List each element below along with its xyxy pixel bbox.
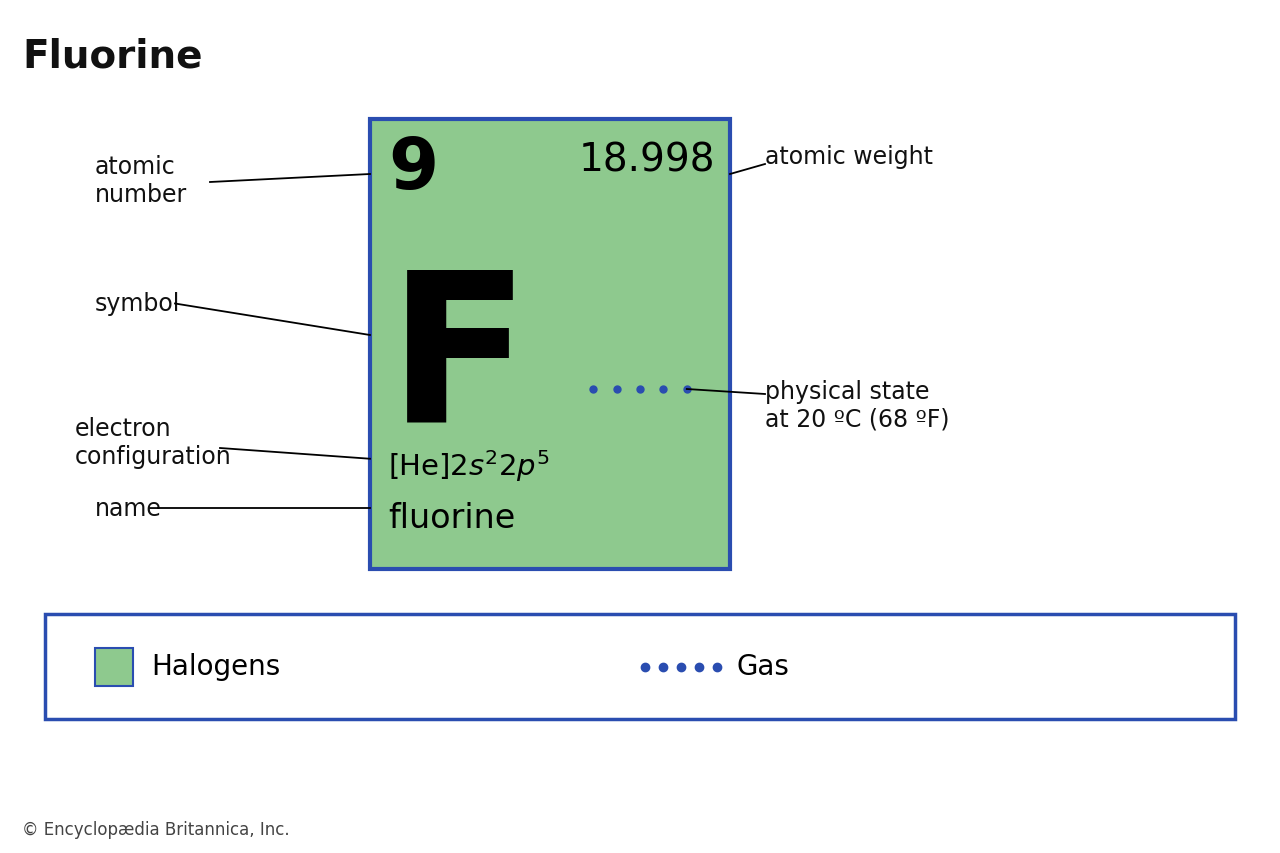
Bar xyxy=(95,647,133,686)
Text: atomic weight: atomic weight xyxy=(765,145,933,169)
Text: symbol: symbol xyxy=(95,293,180,316)
Text: Halogens: Halogens xyxy=(151,653,280,681)
Text: atomic
number: atomic number xyxy=(95,154,187,206)
Text: 18.998: 18.998 xyxy=(579,142,716,180)
Text: fluorine: fluorine xyxy=(388,502,516,535)
Text: Gas: Gas xyxy=(737,653,790,681)
Bar xyxy=(45,614,1235,719)
Text: Fluorine: Fluorine xyxy=(22,38,202,76)
Text: F: F xyxy=(388,264,530,466)
Text: © Encyclopædia Britannica, Inc.: © Encyclopædia Britannica, Inc. xyxy=(22,820,289,838)
Text: electron
configuration: electron configuration xyxy=(76,416,232,468)
Bar xyxy=(370,120,730,569)
Text: [He]2$\mathit{s}^2$2$\mathit{p}^5$: [He]2$\mathit{s}^2$2$\mathit{p}^5$ xyxy=(388,448,550,484)
Text: physical state
at 20 ºC (68 ºF): physical state at 20 ºC (68 ºF) xyxy=(765,380,950,432)
Text: 9: 9 xyxy=(388,135,438,204)
Text: name: name xyxy=(95,496,161,520)
